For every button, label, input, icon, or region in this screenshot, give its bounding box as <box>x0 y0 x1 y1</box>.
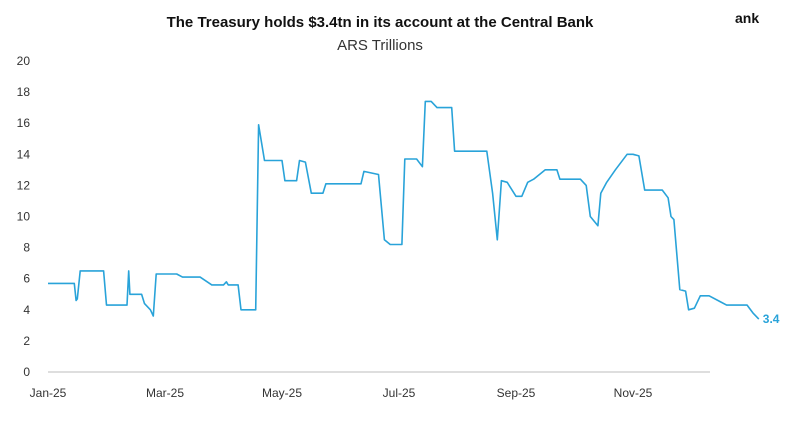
y-tick-label: 16 <box>17 116 31 130</box>
x-tick-label: Mar-25 <box>146 386 184 400</box>
x-tick-label: Nov-25 <box>614 386 653 400</box>
chart-title: The Treasury holds $3.4tn in its account… <box>166 14 594 31</box>
y-tick-label: 2 <box>23 334 30 348</box>
series-group <box>48 100 760 320</box>
y-tick-label: 4 <box>23 303 30 317</box>
x-tick-label: Sep-25 <box>497 386 536 400</box>
y-tick-label: 20 <box>17 54 31 68</box>
y-tick-label: 0 <box>23 365 30 379</box>
corner-text: ank <box>735 10 760 26</box>
y-tick-label: 10 <box>17 210 31 224</box>
x-tick-label: Jan-25 <box>30 386 67 400</box>
y-tick-label: 6 <box>23 272 30 286</box>
end-value-label: 3.4 <box>763 312 780 326</box>
x-axis-ticks: Jan-25 Mar-25 May-25 Jul-25 Sep-25 Nov-25 <box>30 386 653 400</box>
chart-subtitle: ARS Trillions <box>337 37 423 54</box>
x-tick-label: May-25 <box>262 386 302 400</box>
y-axis-ticks: 0 2 4 6 8 10 12 14 16 18 20 <box>17 54 31 379</box>
series-line <box>48 100 760 320</box>
y-tick-label: 12 <box>17 178 31 192</box>
y-tick-label: 14 <box>17 147 31 161</box>
x-tick-label: Jul-25 <box>383 386 416 400</box>
y-tick-label: 18 <box>17 85 31 99</box>
data-labels: 3.4 <box>763 312 780 326</box>
y-tick-label: 8 <box>23 241 30 255</box>
